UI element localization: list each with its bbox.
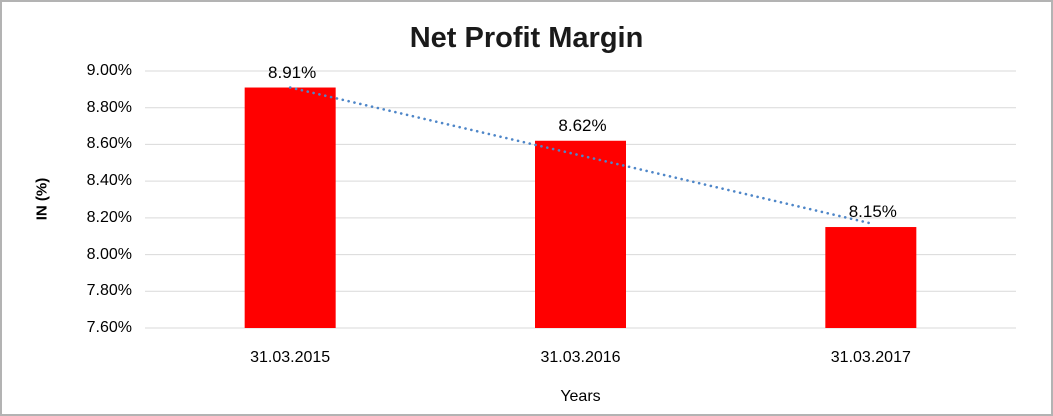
- x-category-label: 31.03.2015: [250, 349, 331, 366]
- trendline: [288, 86, 873, 225]
- y-tick-label: 8.20%: [86, 208, 132, 226]
- y-tick-label: 8.80%: [86, 98, 132, 116]
- x-axis-title: Years: [560, 388, 601, 405]
- y-tick-label: 7.60%: [86, 319, 132, 336]
- x-category-label: 31.03.2017: [830, 349, 911, 366]
- y-tick-label: 8.00%: [86, 245, 132, 263]
- x-category-label: 31.03.2016: [540, 349, 621, 366]
- data-label: 8.62%: [558, 115, 607, 135]
- y-tick-label: 9.00%: [86, 62, 132, 79]
- bar: [535, 140, 626, 328]
- data-label: 8.91%: [268, 62, 317, 82]
- bar: [825, 227, 917, 328]
- chart-title: Net Profit Margin: [409, 22, 644, 54]
- y-tick-label: 7.80%: [86, 282, 132, 300]
- data-label: 8.15%: [848, 202, 897, 222]
- y-tick-label: 8.60%: [86, 135, 132, 153]
- y-tick-label: 8.40%: [86, 172, 132, 190]
- bar: [244, 87, 336, 329]
